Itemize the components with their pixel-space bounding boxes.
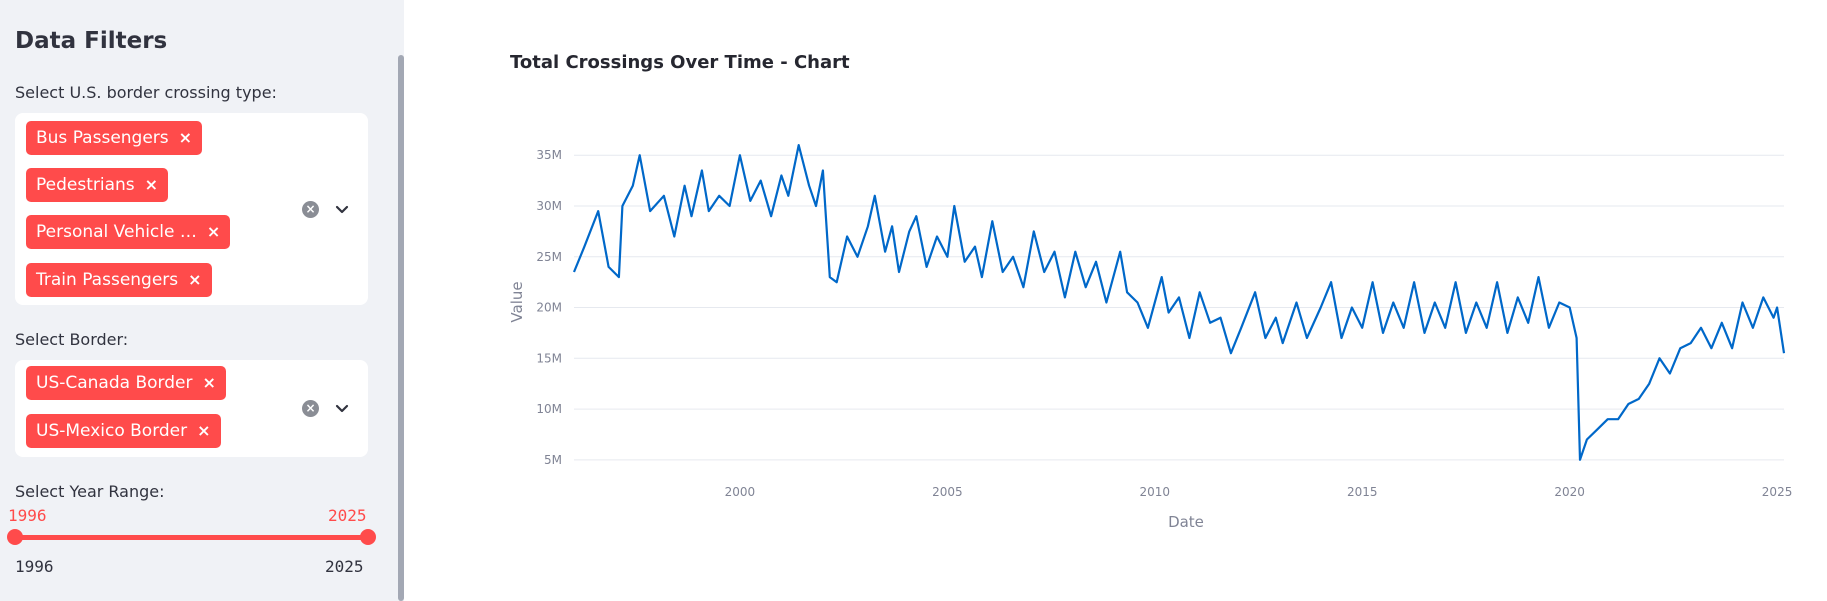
tag-train-passengers: Train Passengers × bbox=[26, 263, 212, 297]
x-tick-labels: 2000 2005 2010 2015 2020 2025 bbox=[725, 485, 1793, 499]
tag-label: US-Canada Border bbox=[36, 373, 193, 393]
series-line bbox=[572, 144, 1786, 461]
y-tick-label: 25M bbox=[536, 250, 562, 264]
x-tick-label: 2005 bbox=[932, 485, 963, 499]
y-tick-label: 10M bbox=[536, 402, 562, 416]
remove-tag-icon[interactable]: × bbox=[197, 421, 211, 440]
remove-tag-icon[interactable]: × bbox=[188, 270, 202, 289]
x-tick-label: 2015 bbox=[1347, 485, 1378, 499]
remove-tag-icon[interactable]: × bbox=[178, 128, 193, 147]
tag-us-mexico-border: US-Mexico Border × bbox=[26, 414, 221, 448]
border-label: Select Border: bbox=[15, 330, 129, 349]
tag-label: US-Mexico Border bbox=[36, 421, 188, 441]
y-tick-label: 35M bbox=[536, 148, 562, 162]
slider-min-label: 1996 bbox=[15, 557, 54, 576]
x-tick-label: 2010 bbox=[1140, 485, 1171, 499]
y-axis-label: Value bbox=[508, 281, 526, 322]
chevron-down-icon[interactable] bbox=[334, 400, 350, 416]
tag-label: Personal Vehicle … bbox=[36, 222, 197, 242]
sidebar-scrollbar[interactable] bbox=[398, 55, 404, 601]
x-tick-label: 2020 bbox=[1554, 485, 1585, 499]
tag-us-canada-border: US-Canada Border × bbox=[26, 366, 226, 400]
x-axis-label: Date bbox=[1168, 513, 1204, 531]
slider-thumb-high[interactable] bbox=[360, 529, 376, 545]
y-tick-labels: 5M 10M 15M 20M 25M 30M 35M bbox=[536, 148, 562, 467]
border-multiselect[interactable]: US-Canada Border × US-Mexico Border × × bbox=[15, 360, 368, 457]
slider-max-label: 2025 bbox=[325, 557, 364, 576]
slider-low-value: 1996 bbox=[8, 506, 47, 525]
x-tick-label: 2025 bbox=[1762, 485, 1793, 499]
sidebar: Data Filters Select U.S. border crossing… bbox=[0, 0, 404, 601]
slider-high-value: 2025 bbox=[328, 506, 367, 525]
remove-tag-icon[interactable]: × bbox=[202, 373, 216, 392]
main-content: Total Crossings Over Time - Chart 5M 10M 1… bbox=[404, 0, 1827, 601]
tag-label: Bus Passengers bbox=[36, 128, 169, 148]
crossing-type-multiselect[interactable]: Bus Passengers × Pedestrians × Personal … bbox=[15, 113, 368, 305]
crossing-type-label: Select U.S. border crossing type: bbox=[15, 83, 277, 102]
tag-personal-vehicle: Personal Vehicle … × bbox=[26, 215, 231, 249]
y-tick-label: 30M bbox=[536, 199, 562, 213]
line-chart: 5M 10M 15M 20M 25M 30M 35M 2000 2005 2010 2015 202… bbox=[508, 144, 1793, 531]
y-tick-label: 5M bbox=[544, 453, 562, 467]
remove-tag-icon[interactable]: × bbox=[206, 222, 221, 241]
y-tick-label: 15M bbox=[536, 351, 562, 365]
tag-pedestrians: Pedestrians × bbox=[26, 168, 169, 202]
clear-all-icon[interactable]: × bbox=[302, 400, 319, 417]
tag-label: Pedestrians bbox=[36, 175, 135, 195]
x-tick-label: 2000 bbox=[725, 485, 756, 499]
chart-title: Total Crossings Over Time - Chart bbox=[510, 52, 850, 73]
sidebar-title: Data Filters bbox=[15, 28, 168, 54]
tag-label: Train Passengers bbox=[36, 270, 179, 290]
chevron-down-icon[interactable] bbox=[334, 201, 350, 217]
year-range-label: Select Year Range: bbox=[15, 482, 165, 501]
slider-thumb-low[interactable] bbox=[7, 529, 23, 545]
year-range-slider-track[interactable] bbox=[15, 535, 368, 540]
tag-bus-passengers: Bus Passengers × bbox=[26, 121, 203, 155]
remove-tag-icon[interactable]: × bbox=[144, 175, 159, 194]
y-tick-label: 20M bbox=[536, 301, 562, 315]
clear-all-icon[interactable]: × bbox=[302, 201, 319, 218]
chart-grid bbox=[574, 154, 1784, 461]
